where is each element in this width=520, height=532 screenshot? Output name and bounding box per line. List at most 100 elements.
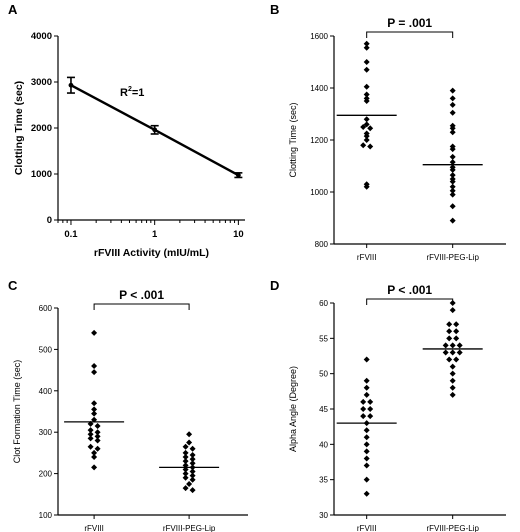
x-tick-label: rFVIII xyxy=(84,524,104,532)
y-tick-label: 800 xyxy=(315,240,329,249)
data-point xyxy=(94,445,101,452)
data-point xyxy=(189,460,196,467)
data-point xyxy=(87,431,94,438)
data-point xyxy=(87,427,94,434)
data-point xyxy=(91,406,98,413)
data-point xyxy=(363,427,370,434)
data-point xyxy=(360,406,367,412)
y-tick-label: 600 xyxy=(39,304,53,313)
panel-letter: D xyxy=(270,278,279,293)
data-point xyxy=(367,406,374,412)
data-point xyxy=(446,335,453,342)
data-point xyxy=(182,474,189,481)
significance-bracket xyxy=(366,31,454,38)
data-point xyxy=(94,429,101,436)
data-point xyxy=(182,458,189,465)
data-point xyxy=(189,451,196,458)
y-axis-label: Clotting Time (sec) xyxy=(288,102,298,177)
data-point xyxy=(456,349,463,356)
y-tick-label: 4000 xyxy=(31,31,52,42)
data-point xyxy=(453,328,460,335)
x-tick-label: rFVIII xyxy=(357,253,377,262)
data-point xyxy=(363,40,370,47)
data-point xyxy=(91,369,98,376)
data-point xyxy=(449,217,456,224)
data-point xyxy=(182,485,189,492)
data-point xyxy=(449,342,456,349)
data-point xyxy=(363,44,370,51)
data-point xyxy=(363,377,370,384)
data-point xyxy=(449,109,456,116)
data-point xyxy=(363,98,370,104)
y-tick-label: 60 xyxy=(319,299,328,308)
y-tick-label: 40 xyxy=(319,440,328,449)
data-point xyxy=(186,480,193,487)
data-point xyxy=(189,487,196,494)
data-point xyxy=(367,398,374,405)
data-point xyxy=(87,435,94,442)
r-squared-sup: 2 xyxy=(128,86,132,93)
x-tick-label: 1 xyxy=(152,229,158,240)
data-point xyxy=(182,470,189,477)
data-point xyxy=(442,349,449,356)
x-tick-label: rFVIII-PEG-Lip xyxy=(163,524,216,532)
data-point xyxy=(152,127,158,133)
data-point xyxy=(363,441,370,448)
data-point xyxy=(363,462,370,469)
data-point xyxy=(449,384,456,391)
data-point xyxy=(449,159,456,166)
y-tick-label: 3000 xyxy=(31,77,52,88)
y-tick-label: 1000 xyxy=(310,188,328,197)
y-tick-label: 1600 xyxy=(310,32,328,41)
data-point xyxy=(449,87,456,94)
data-point xyxy=(449,377,456,384)
panel-d: D 30 35 40 45 50 55 60 Alpha Angle (Degree) rFVII… xyxy=(270,278,506,532)
y-tick-label: 200 xyxy=(39,470,53,479)
data-point xyxy=(456,342,463,349)
data-point xyxy=(449,172,456,179)
data-point xyxy=(363,448,370,455)
y-tick-label: 35 xyxy=(319,476,328,485)
data-point xyxy=(449,129,456,136)
data-point xyxy=(363,59,370,65)
data-point xyxy=(449,166,456,173)
y-tick-label: 500 xyxy=(39,345,53,354)
data-point xyxy=(449,153,456,160)
y-tick-label: 300 xyxy=(39,428,53,437)
data-point xyxy=(360,124,367,130)
data-point xyxy=(182,449,189,456)
y-tick-label: 1400 xyxy=(310,84,328,93)
data-point xyxy=(446,321,453,328)
data-point xyxy=(449,146,456,153)
data-point xyxy=(186,439,193,446)
significance-label: P < .001 xyxy=(387,283,432,297)
data-point xyxy=(363,490,370,497)
data-point xyxy=(235,172,241,178)
data-point xyxy=(363,183,370,190)
data-point xyxy=(91,410,98,417)
data-point xyxy=(367,413,374,420)
data-point xyxy=(360,413,367,420)
data-point xyxy=(363,384,370,391)
significance-label: P = .001 xyxy=(387,16,432,30)
data-point xyxy=(91,400,98,407)
y-axis-label: Clotting Time (sec) xyxy=(13,81,25,175)
data-point xyxy=(189,472,196,479)
data-point xyxy=(91,449,98,456)
data-point xyxy=(91,454,98,461)
data-point xyxy=(189,468,196,475)
data-point xyxy=(360,142,367,149)
y-axis-label: Alpha Angle (Degree) xyxy=(288,366,298,452)
data-point xyxy=(442,342,449,349)
y-axis-label: Clot Formation Time (sec) xyxy=(12,360,22,464)
data-point xyxy=(449,125,456,132)
data-point xyxy=(449,349,456,356)
data-point xyxy=(87,443,94,450)
data-point xyxy=(94,433,101,440)
r-squared-r: R xyxy=(120,87,128,99)
data-point xyxy=(363,133,370,140)
data-point xyxy=(449,203,456,210)
y-tick-label: 50 xyxy=(319,370,328,379)
data-point xyxy=(363,476,370,483)
data-point xyxy=(182,454,189,461)
